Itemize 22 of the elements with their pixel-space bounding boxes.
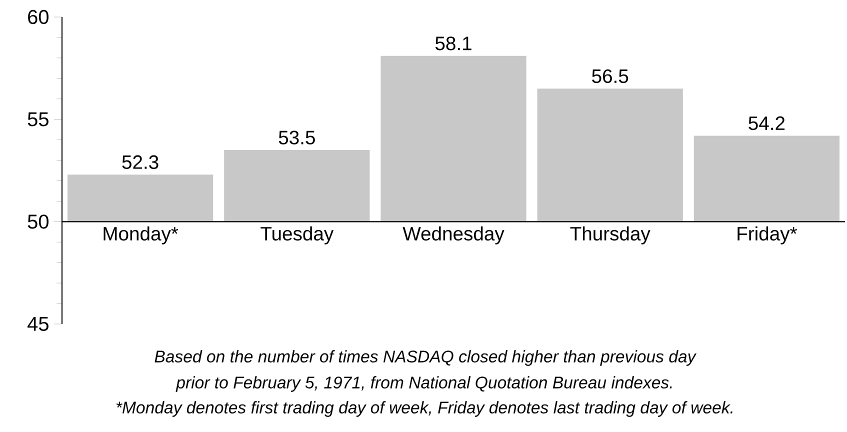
y-tick-label: 55 (28, 112, 48, 126)
x-tick-label: Thursday (570, 226, 650, 244)
x-tick-label: Friday* (738, 226, 798, 244)
y-tick-label: 60 (28, 10, 49, 24)
text: prior to February 5, 1971, from National Quotation Bureau indexes. (176, 376, 672, 392)
bar (224, 150, 370, 222)
data-label: 54.2 (748, 116, 785, 130)
bar (380, 56, 526, 222)
text: Based on the number of times NASDAQ closed higher than previous day (154, 350, 697, 366)
x-tick-label: Tuesday (260, 226, 334, 244)
data-label: 52.3 (122, 155, 158, 169)
x-tick-label: Monday* (104, 226, 178, 244)
x-tick-label: Wednesday (402, 226, 504, 244)
bar (67, 174, 214, 222)
y-tick-label: 50 (28, 214, 49, 229)
data-label: 56.5 (592, 69, 628, 84)
y-tick-label: 45 (28, 317, 48, 331)
bar (537, 88, 683, 222)
text: *Monday denotes first trading day of week, Friday denotes last trading day of week. (116, 401, 732, 417)
data-label: 58.1 (435, 36, 472, 50)
data-label: 53.5 (278, 130, 315, 144)
bar (694, 136, 840, 222)
